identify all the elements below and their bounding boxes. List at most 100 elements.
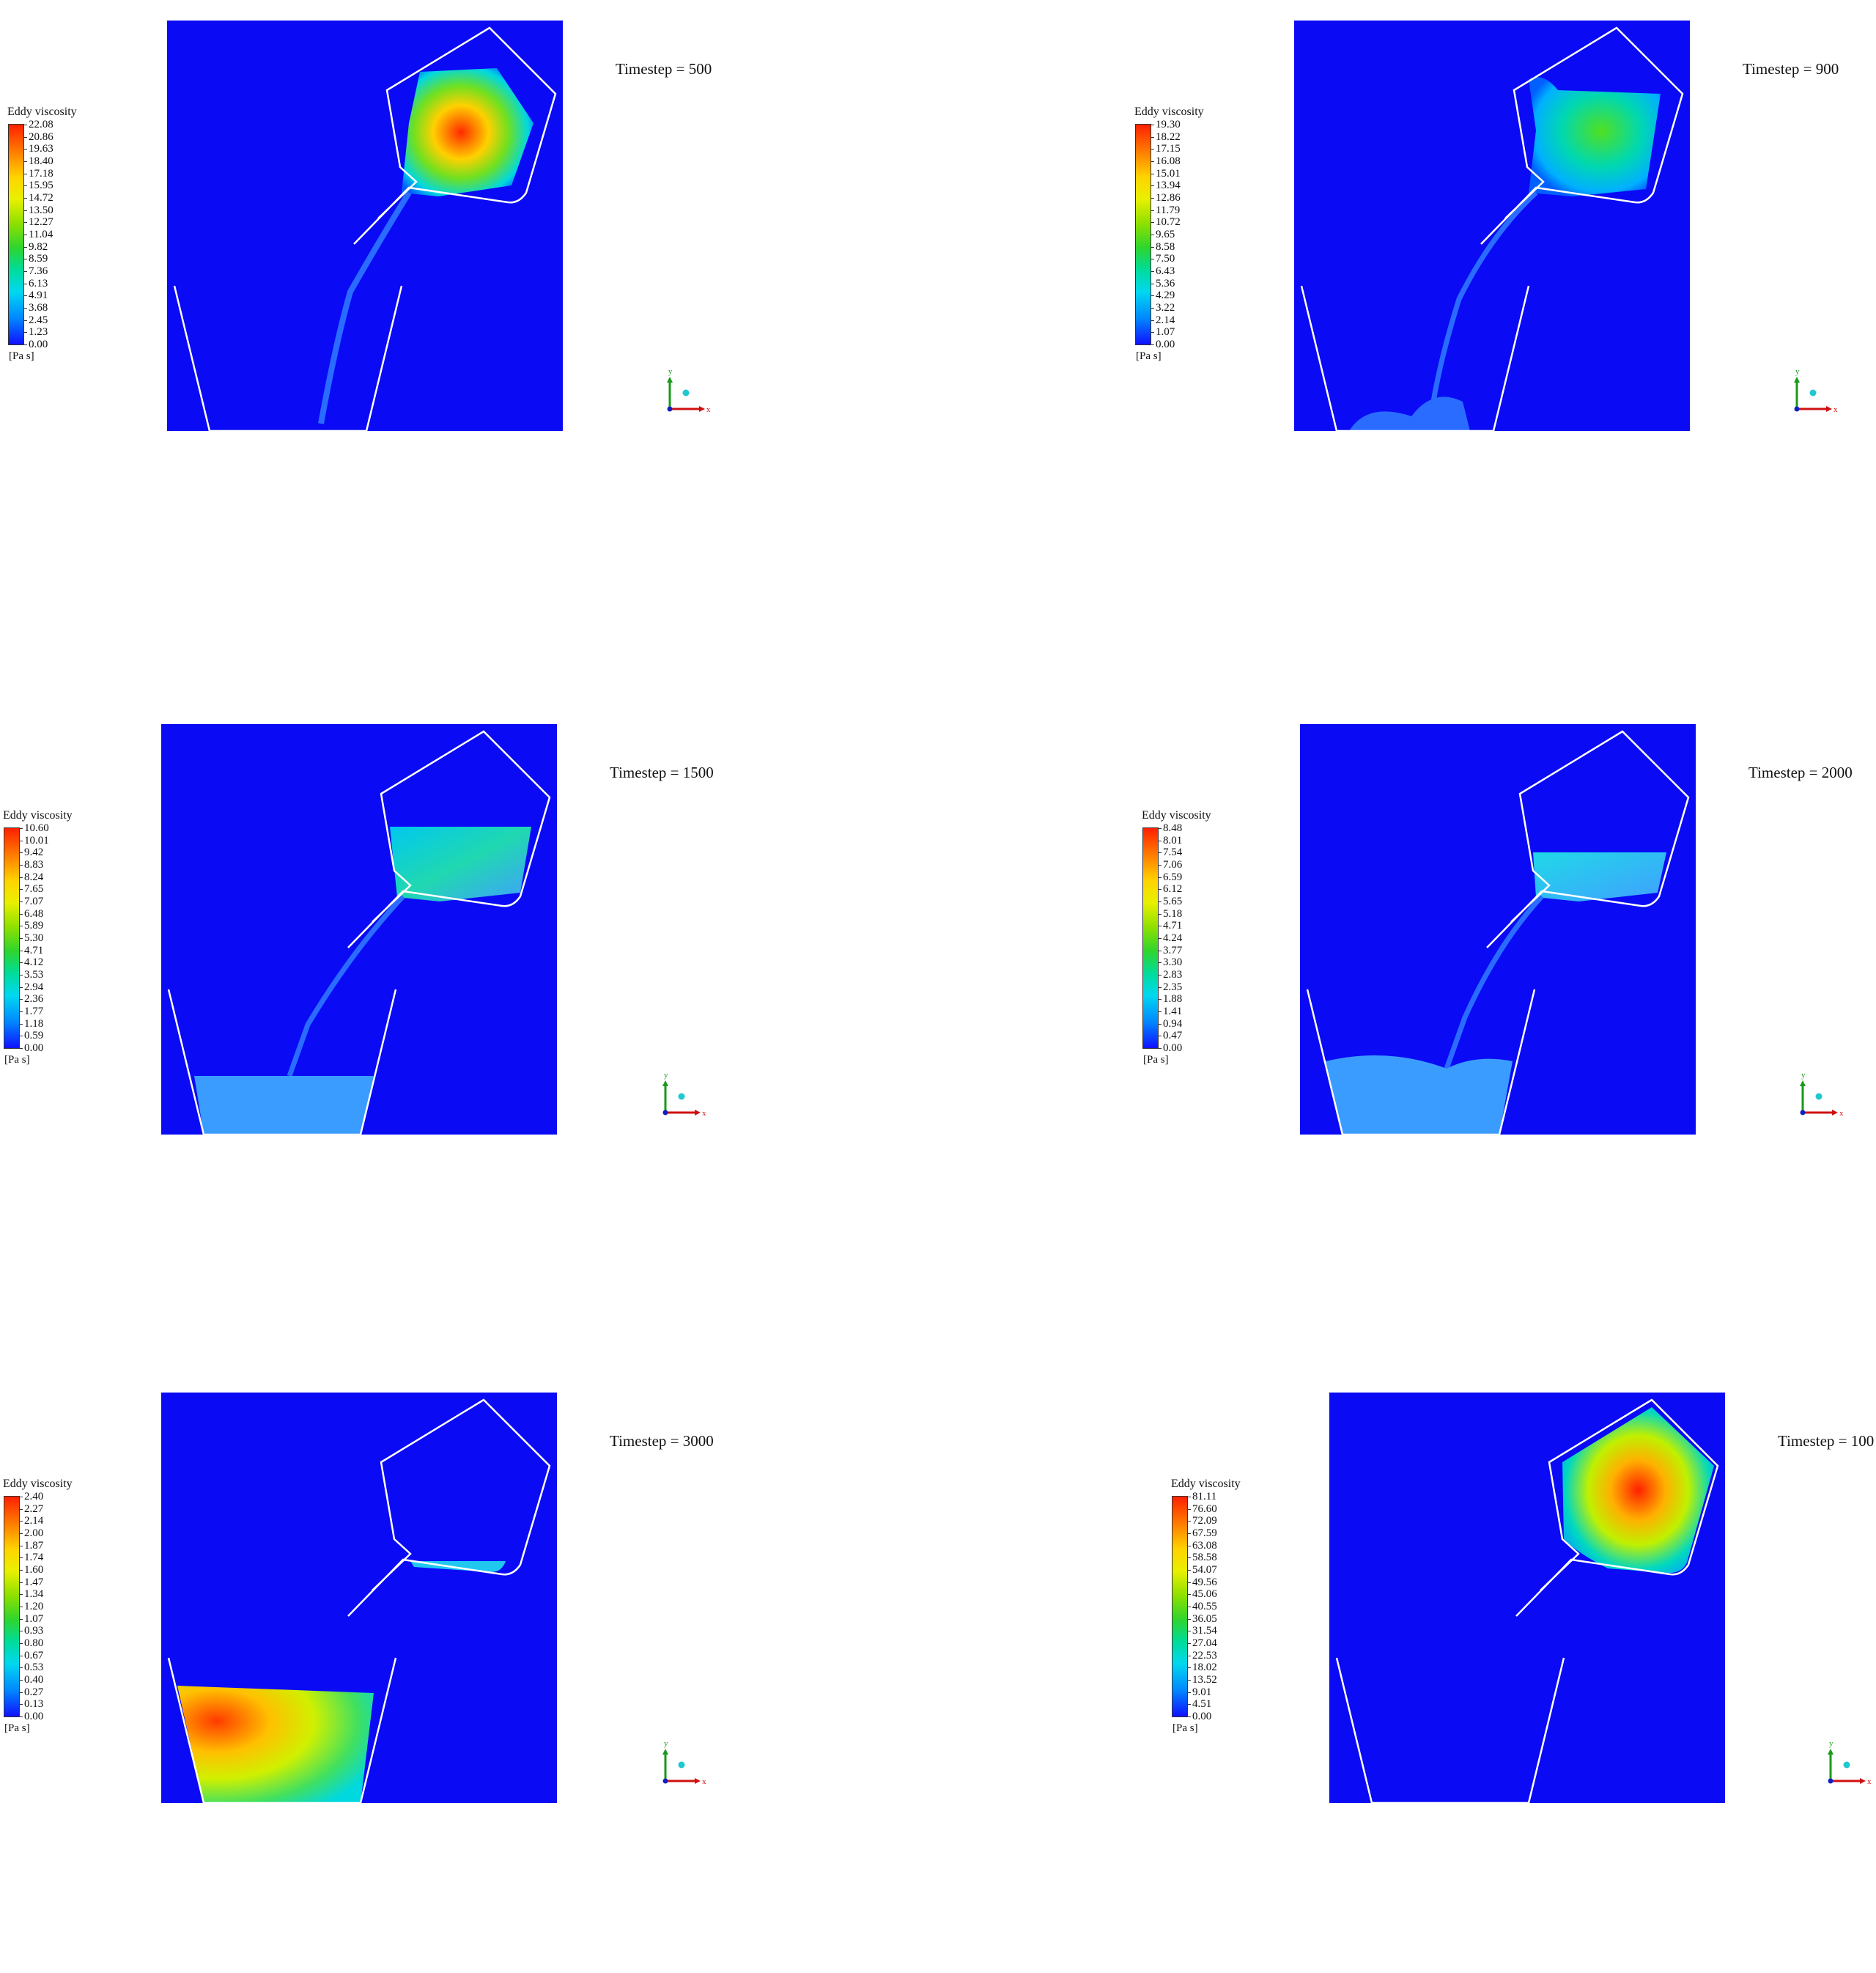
axis-triad: y x [667, 367, 711, 414]
colorbar-tick-label: 1.47 [19, 1576, 43, 1588]
colorbar-tick-label: 0.00 [1151, 339, 1175, 350]
colorbar-ticks: 10.60 10.01 9.42 8.83 8.24 7.65 7.07 6.48 5.89 5.… [19, 823, 63, 1054]
colorbar-tick-label: 0.80 [19, 1638, 43, 1649]
container-outline [347, 1398, 551, 1617]
colorbar [1142, 827, 1159, 1049]
colorbar-tick-label: 4.12 [19, 957, 43, 968]
timestep-label: Timestep = 2000 [1748, 764, 1853, 781]
container-outline [347, 730, 551, 948]
container-outline [1515, 1398, 1719, 1617]
colorbar-tick-label: 2.83 [1158, 970, 1182, 981]
colorbar-tick-label: 1.88 [1158, 994, 1182, 1005]
colorbar-tick-label: 11.04 [23, 229, 53, 240]
legend-unit: [Pa s] [1136, 350, 1162, 362]
legend-title: Eddy viscosity [1171, 1478, 1241, 1490]
colorbar [4, 1496, 20, 1717]
y-axis-label: y [1829, 1739, 1833, 1748]
y-axis-label: y [668, 367, 673, 376]
x-axis-label: x [1867, 1777, 1872, 1786]
colorbar-tick-label: 9.01 [1187, 1686, 1211, 1698]
colorbar-tick-label: 2.00 [19, 1528, 43, 1539]
fluid-region [1533, 852, 1666, 901]
x-axis-label: x [702, 1777, 706, 1786]
colorbar-tick-label: 5.30 [19, 933, 43, 944]
beaker-outline [1306, 989, 1536, 1135]
colorbar-legend: Eddy viscosity 81.11 76.60 72.09 67.59 63.08… [1171, 1478, 1259, 1741]
colorbar-tick-label: 14.72 [23, 193, 53, 204]
x-axis-label: x [1833, 405, 1838, 414]
fluid-region [390, 827, 531, 901]
colorbar-tick-label: 67.59 [1187, 1528, 1217, 1539]
colorbar-tick-label: 3.77 [1158, 945, 1182, 956]
colorbar-tick-label: 76.60 [1187, 1503, 1217, 1515]
axis-triad: y x [662, 1739, 706, 1786]
fluid-region [1529, 77, 1661, 197]
colorbar-tick-label: 9.82 [23, 241, 48, 253]
colorbar-tick-label: 2.45 [23, 314, 48, 326]
colorbar-tick-label: 1.34 [19, 1589, 43, 1600]
timestep-label: Timestep = 1500 [610, 764, 714, 781]
colorbar-tick-label: 0.00 [23, 339, 48, 350]
colorbar [4, 827, 20, 1049]
colorbar-tick-label: 7.50 [1151, 254, 1175, 265]
fluid-stream [1430, 191, 1538, 402]
colorbar-tick-label: 16.08 [1151, 156, 1181, 167]
colorbar-tick-label: 45.06 [1187, 1589, 1217, 1600]
colorbar-legend: Eddy viscosity 19.30 18.22 17.15 16.08 15.01… [1134, 106, 1222, 369]
colorbar-tick-label: 0.59 [19, 1030, 43, 1041]
colorbar-tick-label: 3.22 [1151, 303, 1175, 314]
colorbar-tick-label: 0.13 [19, 1699, 43, 1710]
colorbar-tick-label: 4.51 [1187, 1699, 1211, 1710]
colorbar-tick-label: 22.08 [23, 119, 53, 130]
colorbar-tick-label: 18.02 [1187, 1662, 1217, 1673]
colorbar-tick-label: 15.01 [1151, 168, 1181, 180]
colorbar-tick-label: 8.48 [1158, 823, 1182, 834]
colorbar-tick-label: 10.60 [19, 823, 49, 834]
timestep-label: Timestep = 100 [1778, 1432, 1875, 1450]
colorbar-tick-label: 6.43 [1151, 266, 1175, 277]
beaker-outline [1335, 1657, 1565, 1803]
colorbar-tick-label: 6.13 [23, 278, 48, 290]
legend-title: Eddy viscosity [3, 1478, 73, 1490]
colorbar-tick-label: 1.87 [19, 1540, 43, 1552]
colorbar-tick-label: 2.14 [1151, 314, 1175, 326]
colorbar-tick-label: 0.53 [19, 1662, 43, 1673]
fluid-stream [318, 191, 412, 424]
y-axis-label: y [1801, 1071, 1806, 1080]
colorbar-legend: Eddy viscosity 8.48 8.01 7.54 7.06 6.59 6.12 5… [1142, 809, 1230, 1073]
fluid-stream [287, 894, 405, 1077]
simulation-view [161, 1393, 557, 1803]
colorbar-tick-label: 1.23 [23, 327, 48, 338]
colorbar-tick-label: 7.07 [19, 896, 43, 907]
colorbar-tick-label: 12.27 [23, 217, 53, 228]
colorbar-tick-label: 1.20 [19, 1601, 43, 1612]
colorbar-tick-label: 4.71 [1158, 921, 1182, 932]
colorbar-tick-label: 6.59 [1158, 871, 1182, 883]
colorbar-tick-label: 4.71 [19, 945, 43, 956]
colorbar-tick-label: 0.00 [19, 1043, 43, 1054]
colorbar-tick-label: 7.65 [19, 884, 43, 895]
panel-timestep-1500: Eddy viscosity 10.60 10.01 9.42 8.83 8.24 7.6… [0, 704, 938, 1305]
beaker-outline [1300, 285, 1530, 431]
colorbar-tick-label: 81.11 [1187, 1491, 1216, 1502]
colorbar-tick-label: 18.22 [1151, 131, 1181, 143]
colorbar-tick-label: 0.00 [19, 1711, 43, 1722]
simulation-view [1329, 1393, 1725, 1803]
colorbar-tick-label: 72.09 [1187, 1516, 1217, 1527]
colorbar-tick-label: 6.12 [1158, 884, 1182, 895]
colorbar-tick-label: 0.00 [1158, 1043, 1182, 1054]
colorbar-tick-label: 7.06 [1158, 860, 1182, 871]
panel-timestep-100: Eddy viscosity 81.11 76.60 72.09 67.59 63.08… [938, 1372, 1876, 1973]
colorbar-tick-label: 18.40 [23, 156, 53, 167]
colorbar-tick-label: 6.48 [19, 908, 43, 920]
colorbar-tick-label: 11.79 [1151, 204, 1180, 216]
colorbar-tick-label: 54.07 [1187, 1565, 1217, 1576]
axis-triad: y x [1794, 367, 1838, 414]
x-axis-label: x [1839, 1109, 1844, 1118]
legend-title: Eddy viscosity [1134, 106, 1204, 118]
y-axis-label: y [1795, 367, 1800, 376]
panel-timestep-900: Eddy viscosity 19.30 18.22 17.15 16.08 15.01… [938, 0, 1876, 601]
colorbar-legend: Eddy viscosity 2.40 2.27 2.14 2.00 1.87 1.74 1… [3, 1478, 91, 1741]
colorbar-tick-label: 15.95 [23, 180, 53, 191]
timestep-label: Timestep = 3000 [610, 1432, 714, 1450]
